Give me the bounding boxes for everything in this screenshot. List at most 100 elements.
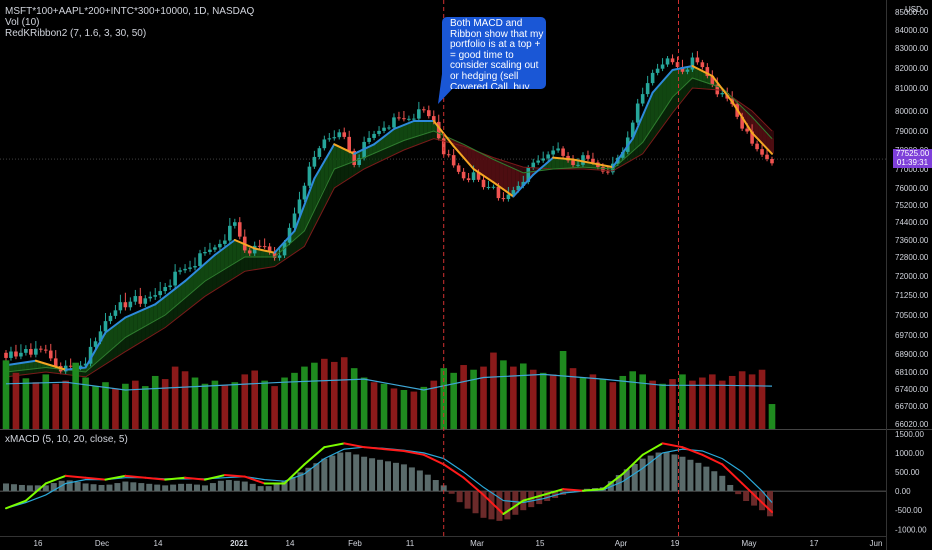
macd-histogram-bar — [265, 486, 272, 492]
candle-body — [645, 83, 650, 95]
macd-histogram-bar — [321, 458, 328, 492]
ribbon-fill-segment — [161, 296, 166, 318]
candle-body — [198, 253, 202, 267]
macd-histogram-bar — [225, 480, 232, 492]
volume-bar — [271, 386, 278, 429]
candle-body — [675, 62, 680, 67]
macd-legend[interactable]: xMACD (5, 10, 20, close, 5) — [5, 434, 128, 445]
macd-histogram-bar — [122, 481, 129, 492]
macd-histogram-bar — [26, 485, 33, 492]
volume-bar — [2, 360, 10, 429]
macd-histogram-bar — [209, 483, 216, 492]
ribbon-fast-segment — [572, 158, 594, 165]
volume-bar — [261, 380, 268, 429]
macd-histogram-bar — [34, 485, 41, 492]
candle-body — [267, 246, 272, 253]
candle-body — [471, 172, 476, 181]
candle-body — [556, 148, 560, 151]
candle-body — [516, 185, 521, 191]
ribbon-outer-fill-segment — [216, 271, 221, 289]
volume-bar — [440, 368, 448, 429]
ribbon-fill-segment — [407, 121, 412, 140]
ribbon-fast-segment — [591, 162, 614, 169]
ribbon-fill-segment — [419, 121, 424, 136]
price-tick-label: 66700.00 — [895, 402, 929, 411]
macd-line-segment — [184, 476, 206, 481]
candle-body — [496, 186, 501, 199]
ribbon-fast-segment — [631, 91, 654, 140]
volume-bar — [718, 380, 726, 429]
candle-body — [292, 213, 297, 228]
macd-tick-label: 1500.00 — [895, 430, 924, 439]
ribbon-outer-fill-segment — [125, 335, 130, 352]
ribbon-fill-segment — [216, 250, 221, 274]
price-tick-label: 72000.00 — [895, 272, 929, 281]
candle-body — [481, 179, 486, 188]
ribbon-fill-segment — [555, 157, 560, 169]
ribbon-outer-fill-segment — [706, 82, 711, 90]
candle-body — [53, 358, 58, 367]
macd-histogram-bar — [392, 462, 399, 492]
candle-body — [237, 222, 242, 237]
ribbon-outer-fill-segment — [37, 367, 42, 373]
volume-bar — [510, 366, 517, 429]
macd-line-segment — [44, 474, 67, 485]
ribbon-outer-fill-segment — [21, 369, 26, 375]
ribbon-fill-segment — [173, 287, 178, 309]
ribbon-outer-fill-segment — [49, 367, 54, 373]
macd-histogram-bar — [456, 491, 463, 503]
time-tick-label: 14 — [286, 539, 295, 548]
ribbon-outer-fill-segment — [220, 268, 225, 287]
volume-bar — [82, 377, 89, 429]
ribbon-outer-fill-segment — [81, 371, 86, 377]
symbol-legend[interactable]: MSFT*100+AAPL*200+INTC*300+10000, 1D, NA… — [5, 6, 255, 17]
macd-histogram-bar — [735, 491, 742, 495]
ribbon-fill-segment — [236, 240, 241, 262]
ribbon-outer-fill-segment — [344, 163, 349, 182]
candle-body — [670, 58, 675, 63]
volume-bar — [102, 382, 109, 429]
ribbon-fill-segment — [551, 157, 556, 170]
candle-body — [347, 136, 352, 151]
candle-body — [188, 267, 192, 269]
candle-body — [178, 270, 182, 272]
candle-body — [456, 165, 461, 172]
candle-body — [740, 116, 744, 129]
ribbon-outer-fill-segment — [702, 81, 707, 90]
price-tick-label: 74400.00 — [895, 218, 929, 227]
annotation-callout[interactable]: Both MACD and Ribbon show that my portfo… — [442, 17, 546, 89]
ribbon-fill-segment — [674, 68, 679, 96]
macd-histogram-bar — [623, 469, 630, 492]
ribbon-fill-segment — [93, 346, 98, 366]
price-tick-label: 80000.00 — [895, 107, 929, 116]
ribbon-fast-segment — [751, 131, 773, 155]
candle-body — [680, 67, 685, 72]
ribbon-outer-fill-segment — [415, 135, 420, 146]
candle-body — [402, 118, 406, 120]
candle-body — [571, 160, 575, 166]
macd-histogram-bar — [472, 491, 479, 514]
macd-line-segment — [562, 488, 584, 492]
ribbon-outer-fill-segment — [268, 257, 273, 268]
macd-histogram-bar — [106, 484, 113, 492]
macd-line-segment — [761, 501, 773, 514]
ribbon-fill-segment — [300, 203, 305, 235]
price-tick-label: 85000.00 — [895, 8, 929, 17]
candle-body — [108, 315, 113, 322]
ribbon-legend[interactable]: RedKRibbon2 (7, 1.6, 3, 30, 50) — [5, 28, 147, 39]
candle-body — [307, 166, 312, 186]
macd-histogram-bar — [743, 491, 750, 502]
ribbon-outer-fill-segment — [165, 311, 170, 328]
ribbon-slow-line — [5, 77, 773, 373]
ribbon-fill-segment — [208, 256, 213, 279]
ribbon-outer-fill-segment — [33, 368, 38, 374]
candle-body — [252, 245, 257, 254]
ribbon-outer-fill-segment — [407, 137, 412, 149]
candle-body — [521, 181, 526, 186]
ribbon-fill-segment — [133, 312, 138, 333]
volume-bar — [340, 357, 348, 429]
candle-body — [426, 110, 431, 117]
volume-legend[interactable]: Vol (10) — [5, 17, 40, 28]
ribbon-outer-fill-segment — [141, 326, 146, 343]
